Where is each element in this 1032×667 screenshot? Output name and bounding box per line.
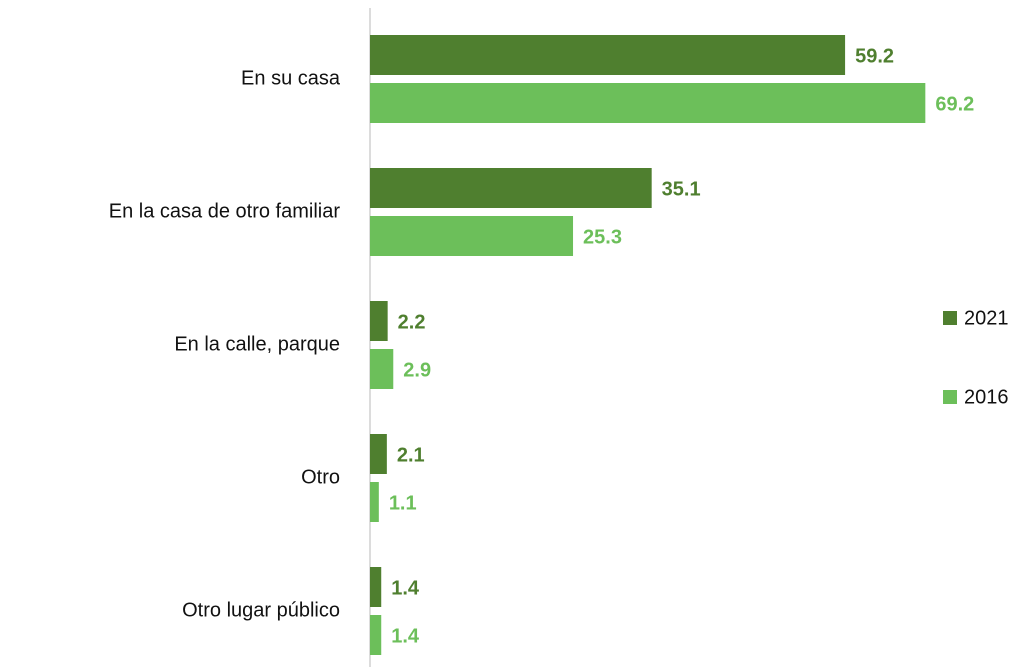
data-label: 2.2 — [398, 311, 426, 333]
data-label: 2.1 — [397, 444, 425, 466]
bar — [370, 216, 574, 256]
legend-label: 2016 — [964, 386, 1009, 408]
data-label: 1.1 — [389, 492, 417, 514]
data-label: 2.9 — [403, 359, 431, 381]
bar — [370, 349, 394, 389]
legend-label: 2021 — [964, 307, 1009, 329]
y-tick-label: En la casa de otro familiar — [109, 200, 341, 222]
data-label: 69.2 — [935, 93, 974, 115]
y-tick-label: En su casa — [241, 67, 341, 89]
bar — [370, 567, 382, 607]
bar — [370, 35, 846, 75]
data-label: 35.1 — [662, 178, 701, 200]
y-tick-label: En la calle, parque — [174, 333, 340, 355]
bar — [370, 168, 652, 208]
bar — [370, 83, 926, 123]
y-tick-label: Otro — [301, 466, 340, 488]
bar — [370, 482, 379, 522]
legend-swatch — [943, 390, 957, 404]
data-label: 25.3 — [583, 226, 622, 248]
legend-swatch — [943, 311, 957, 325]
data-label: 1.4 — [391, 625, 420, 647]
data-label: 59.2 — [855, 45, 894, 67]
bar — [370, 301, 388, 341]
bar — [370, 615, 382, 655]
bar — [370, 434, 387, 474]
data-label: 1.4 — [391, 577, 420, 599]
y-tick-label: Otro lugar público — [182, 599, 340, 621]
